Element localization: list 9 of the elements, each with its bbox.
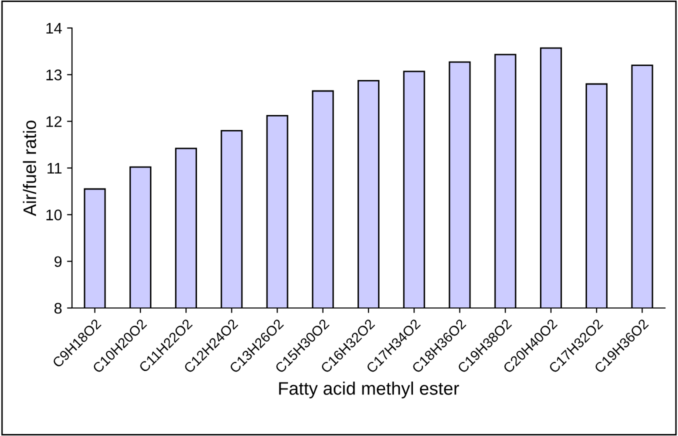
y-tick-label: 11 <box>48 163 62 174</box>
y-tick-label: 12 <box>46 116 62 127</box>
x-axis-title: Fatty acid methyl ester <box>279 382 460 398</box>
y-tick-label: 9 <box>54 256 62 268</box>
y-tick-label: 10 <box>46 210 62 220</box>
y-tick-label: 13 <box>46 70 62 80</box>
y-axis-title: Air/fuel ratio <box>22 120 36 216</box>
y-tick-label: 8 <box>54 302 62 314</box>
y-tick-label: 14 <box>46 23 62 34</box>
